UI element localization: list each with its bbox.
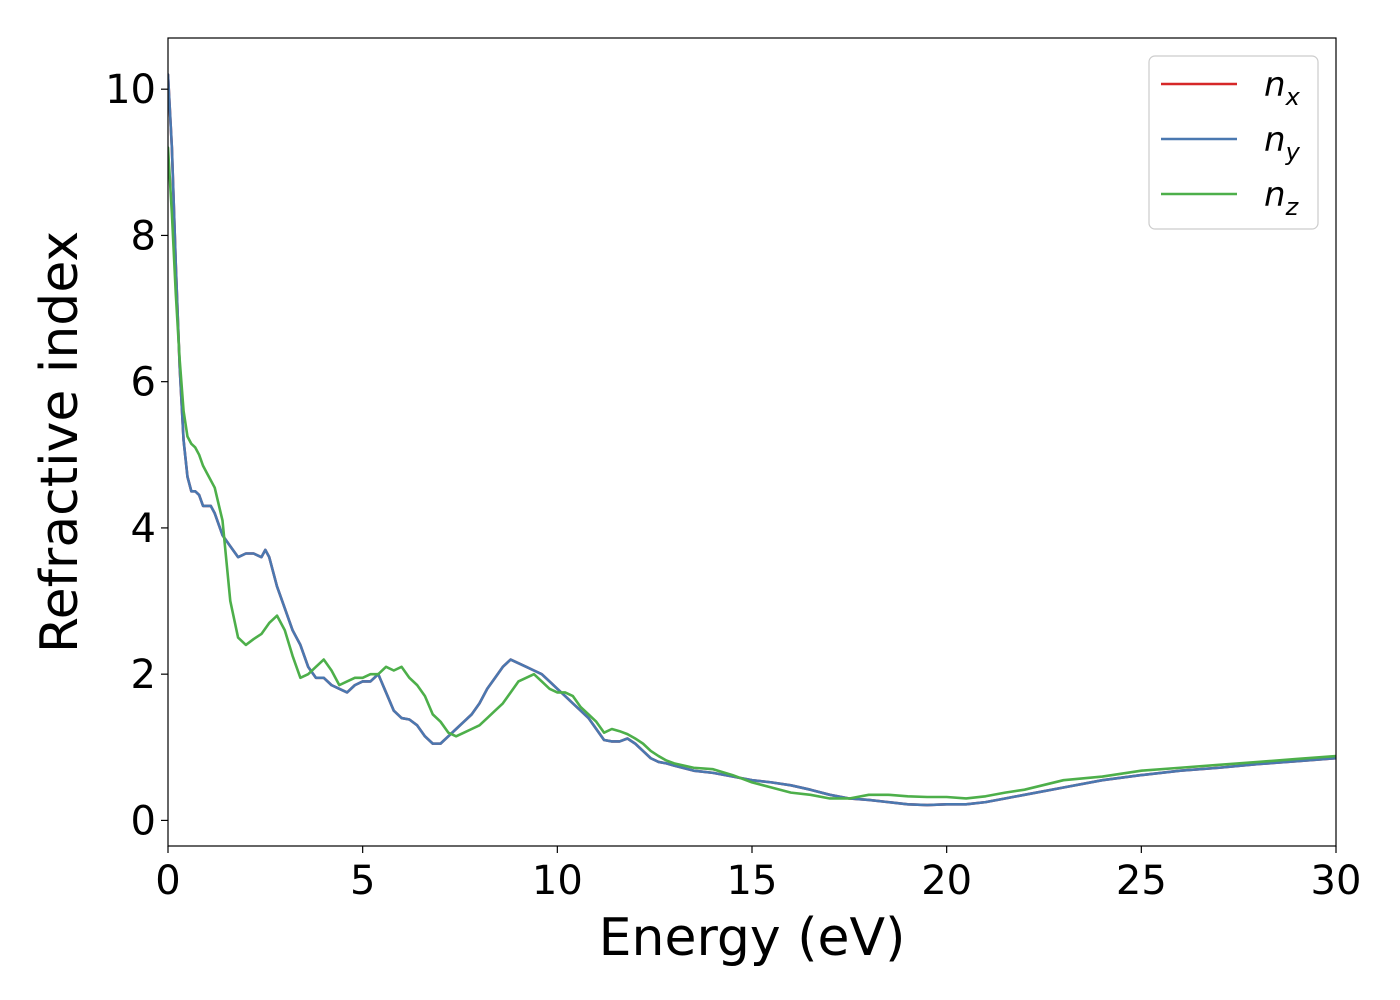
y-tick-label: 8 <box>131 213 156 259</box>
legend-label-ny: ny <box>1264 120 1301 166</box>
legend-label-nx: nx <box>1264 65 1301 111</box>
x-axis-label: Energy (eV) <box>599 908 906 968</box>
y-axis-label: Refractive index <box>30 231 90 653</box>
legend-label-nz: nz <box>1264 175 1300 221</box>
legend-box <box>1148 55 1319 230</box>
x-tick-label: 10 <box>532 858 583 904</box>
series-line-nz <box>168 146 1336 800</box>
y-tick-label: 6 <box>131 360 156 406</box>
x-tick-label: 30 <box>1311 858 1362 904</box>
x-tick-label: 25 <box>1116 858 1167 904</box>
y-tick-label: 10 <box>105 67 156 113</box>
x-tick-label: 5 <box>350 858 375 904</box>
series-line-ny <box>168 73 1336 807</box>
legend: nx ny nz <box>1148 55 1319 230</box>
y-axis: 0 2 4 6 8 10 <box>105 67 168 844</box>
x-tick-label: 15 <box>727 858 778 904</box>
series-layer <box>168 73 1336 807</box>
x-tick-label: 20 <box>921 858 972 904</box>
y-tick-label: 4 <box>131 506 156 552</box>
y-tick-label: 0 <box>131 798 156 844</box>
x-axis: 0 5 10 15 20 25 30 <box>155 846 1361 904</box>
x-tick-label: 0 <box>155 858 180 904</box>
y-tick-label: 2 <box>131 652 156 698</box>
